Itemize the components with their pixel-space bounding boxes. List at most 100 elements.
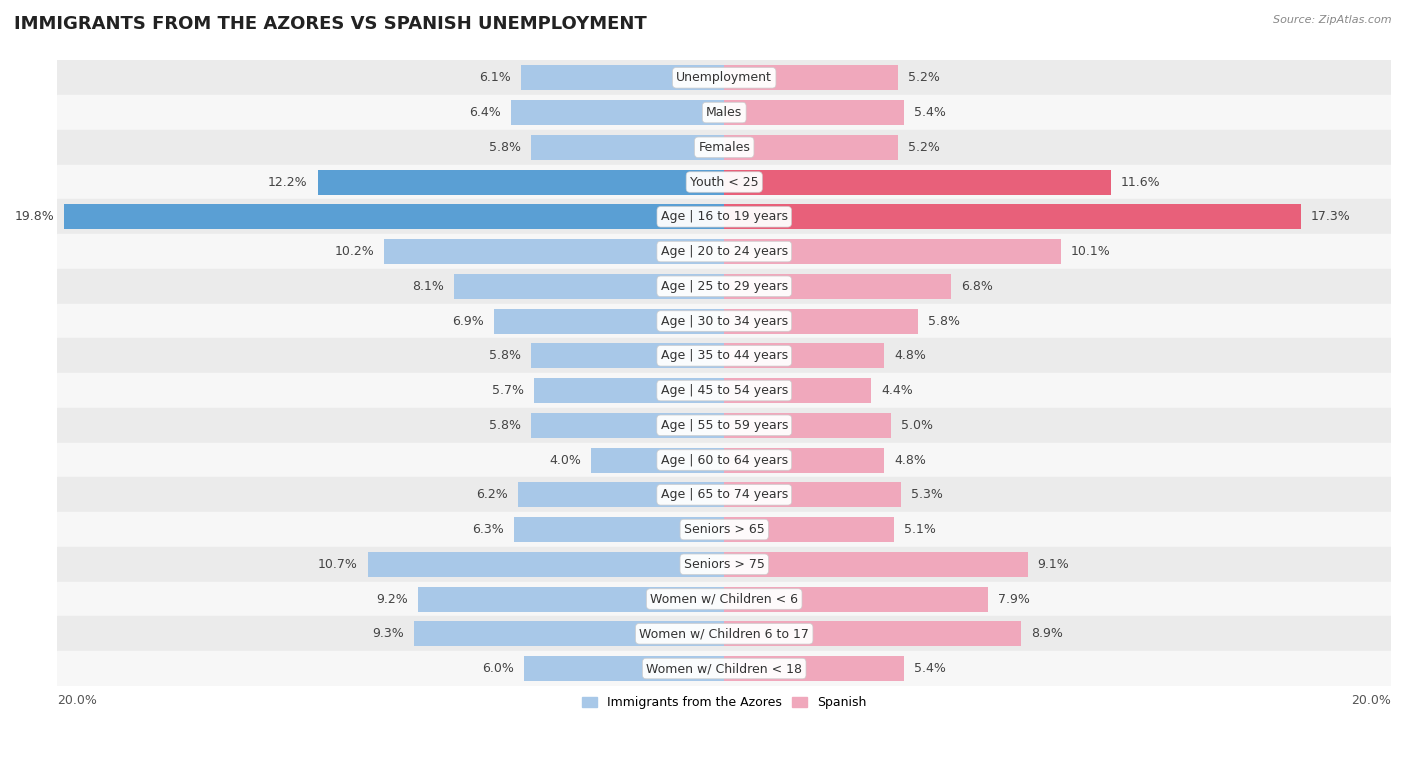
Bar: [724, 447, 884, 472]
Bar: [65, 204, 724, 229]
Text: 8.1%: 8.1%: [412, 280, 444, 293]
Bar: [58, 61, 1391, 95]
Bar: [58, 304, 1391, 338]
Bar: [58, 651, 1391, 686]
Bar: [534, 378, 724, 403]
Text: Age | 16 to 19 years: Age | 16 to 19 years: [661, 210, 787, 223]
Bar: [454, 274, 724, 299]
Text: Age | 55 to 59 years: Age | 55 to 59 years: [661, 419, 787, 431]
Text: 7.9%: 7.9%: [998, 593, 1029, 606]
Bar: [724, 482, 901, 507]
Text: 9.3%: 9.3%: [373, 628, 404, 640]
Bar: [724, 135, 897, 160]
Text: 5.1%: 5.1%: [904, 523, 936, 536]
Text: 5.7%: 5.7%: [492, 384, 524, 397]
Text: 6.1%: 6.1%: [479, 71, 510, 84]
Bar: [724, 343, 884, 369]
Text: 5.3%: 5.3%: [911, 488, 943, 501]
Text: 19.8%: 19.8%: [14, 210, 55, 223]
Text: 5.8%: 5.8%: [489, 349, 520, 363]
Text: Youth < 25: Youth < 25: [690, 176, 759, 188]
Text: 5.8%: 5.8%: [928, 315, 960, 328]
Bar: [724, 204, 1301, 229]
Text: 6.8%: 6.8%: [960, 280, 993, 293]
Bar: [367, 552, 724, 577]
Bar: [384, 239, 724, 264]
Text: 6.0%: 6.0%: [482, 662, 515, 675]
Text: Women w/ Children < 6: Women w/ Children < 6: [650, 593, 799, 606]
Bar: [58, 95, 1391, 130]
Text: Age | 20 to 24 years: Age | 20 to 24 years: [661, 245, 787, 258]
Text: 17.3%: 17.3%: [1310, 210, 1351, 223]
Bar: [58, 581, 1391, 616]
Text: Age | 30 to 34 years: Age | 30 to 34 years: [661, 315, 787, 328]
Bar: [524, 656, 724, 681]
Text: 10.1%: 10.1%: [1071, 245, 1111, 258]
Text: 5.8%: 5.8%: [489, 141, 520, 154]
Bar: [724, 621, 1021, 646]
Bar: [517, 482, 724, 507]
Bar: [58, 269, 1391, 304]
Text: 10.2%: 10.2%: [335, 245, 374, 258]
Bar: [418, 587, 724, 612]
Text: 4.8%: 4.8%: [894, 349, 927, 363]
Bar: [724, 587, 987, 612]
Text: 5.4%: 5.4%: [914, 662, 946, 675]
Text: Age | 25 to 29 years: Age | 25 to 29 years: [661, 280, 787, 293]
Text: 20.0%: 20.0%: [1351, 693, 1391, 707]
Text: 5.4%: 5.4%: [914, 106, 946, 119]
Bar: [591, 447, 724, 472]
Text: 8.9%: 8.9%: [1031, 628, 1063, 640]
Text: 5.8%: 5.8%: [489, 419, 520, 431]
Bar: [58, 165, 1391, 199]
Text: 12.2%: 12.2%: [269, 176, 308, 188]
Bar: [531, 135, 724, 160]
Bar: [531, 343, 724, 369]
Text: Women w/ Children 6 to 17: Women w/ Children 6 to 17: [640, 628, 810, 640]
Bar: [58, 616, 1391, 651]
Text: 4.8%: 4.8%: [894, 453, 927, 466]
Text: 4.4%: 4.4%: [882, 384, 912, 397]
Bar: [724, 65, 897, 90]
Bar: [724, 656, 904, 681]
Text: Unemployment: Unemployment: [676, 71, 772, 84]
Bar: [58, 234, 1391, 269]
Bar: [58, 547, 1391, 581]
Text: Age | 35 to 44 years: Age | 35 to 44 years: [661, 349, 787, 363]
Bar: [724, 100, 904, 125]
Text: 11.6%: 11.6%: [1121, 176, 1160, 188]
Bar: [724, 517, 894, 542]
Bar: [58, 130, 1391, 165]
Text: 10.7%: 10.7%: [318, 558, 357, 571]
Bar: [724, 378, 870, 403]
Bar: [58, 443, 1391, 478]
Text: Age | 45 to 54 years: Age | 45 to 54 years: [661, 384, 787, 397]
Text: Seniors > 75: Seniors > 75: [683, 558, 765, 571]
Legend: Immigrants from the Azores, Spanish: Immigrants from the Azores, Spanish: [576, 691, 872, 714]
Text: 4.0%: 4.0%: [548, 453, 581, 466]
Text: Age | 65 to 74 years: Age | 65 to 74 years: [661, 488, 787, 501]
Bar: [58, 408, 1391, 443]
Bar: [724, 552, 1028, 577]
Text: Seniors > 65: Seniors > 65: [683, 523, 765, 536]
Text: Males: Males: [706, 106, 742, 119]
Bar: [724, 274, 950, 299]
Bar: [510, 100, 724, 125]
Bar: [58, 478, 1391, 512]
Text: 6.9%: 6.9%: [453, 315, 484, 328]
Text: 9.2%: 9.2%: [375, 593, 408, 606]
Bar: [531, 413, 724, 438]
Bar: [520, 65, 724, 90]
Bar: [58, 373, 1391, 408]
Bar: [724, 413, 891, 438]
Bar: [58, 199, 1391, 234]
Bar: [58, 512, 1391, 547]
Bar: [415, 621, 724, 646]
Text: 6.3%: 6.3%: [472, 523, 505, 536]
Bar: [515, 517, 724, 542]
Text: 9.1%: 9.1%: [1038, 558, 1070, 571]
Bar: [494, 309, 724, 334]
Text: 6.4%: 6.4%: [470, 106, 501, 119]
Text: 5.0%: 5.0%: [901, 419, 934, 431]
Text: IMMIGRANTS FROM THE AZORES VS SPANISH UNEMPLOYMENT: IMMIGRANTS FROM THE AZORES VS SPANISH UN…: [14, 15, 647, 33]
